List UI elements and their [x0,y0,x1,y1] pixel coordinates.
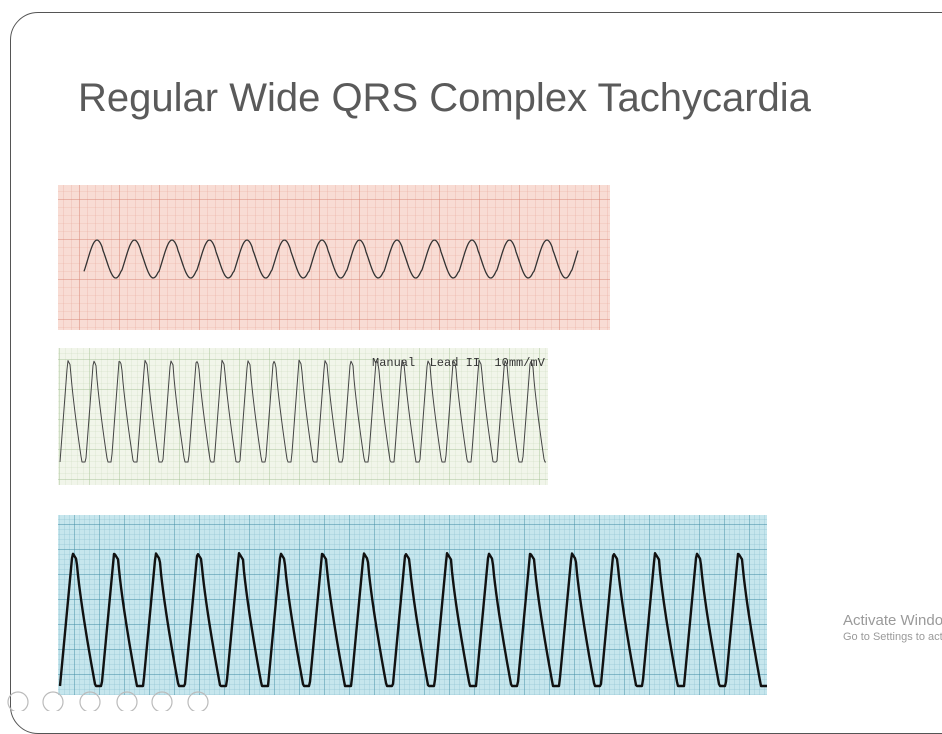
prev-button[interactable] [8,692,28,711]
watermark-subtext: Go to Settings to activate Windows. [843,631,942,643]
ecg-grid [58,185,610,330]
ecg-figures: Manual Lead II 10mm/mV [0,0,942,711]
next-button[interactable] [43,692,63,711]
activation-watermark: Activate Windows Go to Settings to activ… [843,612,942,643]
page: Regular Wide QRS Complex Tachycardia Man… [0,0,942,711]
watermark-heading: Activate Windows [843,612,942,629]
strip-label: Manual Lead II 10mm/mV [372,356,546,370]
